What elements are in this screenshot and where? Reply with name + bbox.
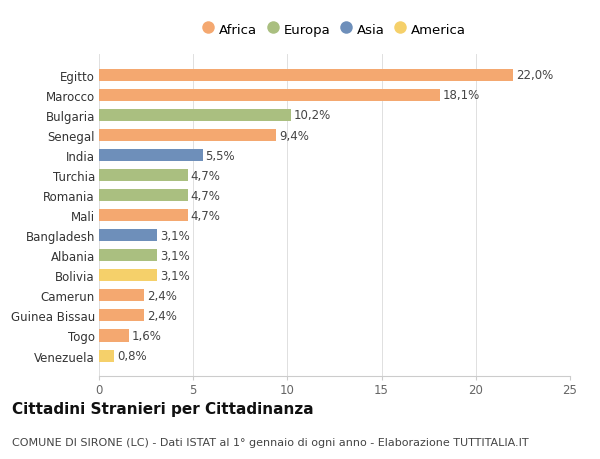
Text: 9,4%: 9,4%: [279, 129, 309, 142]
Bar: [99, 330, 129, 342]
Text: 2,4%: 2,4%: [147, 289, 177, 302]
Bar: [99, 70, 514, 82]
Text: 3,1%: 3,1%: [160, 269, 190, 282]
Text: Cittadini Stranieri per Cittadinanza: Cittadini Stranieri per Cittadinanza: [12, 401, 314, 416]
Bar: [99, 250, 157, 262]
Bar: [99, 270, 157, 282]
Text: 4,7%: 4,7%: [190, 189, 220, 202]
Legend: Africa, Europa, Asia, America: Africa, Europa, Asia, America: [203, 23, 466, 37]
Text: 2,4%: 2,4%: [147, 309, 177, 322]
Text: 3,1%: 3,1%: [160, 229, 190, 242]
Bar: [99, 310, 144, 322]
Bar: [99, 210, 188, 222]
Text: 4,7%: 4,7%: [190, 169, 220, 182]
Bar: [99, 170, 188, 182]
Text: 3,1%: 3,1%: [160, 249, 190, 262]
Bar: [99, 190, 188, 202]
Bar: [99, 290, 144, 302]
Text: 1,6%: 1,6%: [132, 329, 162, 342]
Text: 5,5%: 5,5%: [205, 149, 235, 162]
Text: COMUNE DI SIRONE (LC) - Dati ISTAT al 1° gennaio di ogni anno - Elaborazione TUT: COMUNE DI SIRONE (LC) - Dati ISTAT al 1°…: [12, 437, 529, 447]
Bar: [99, 350, 114, 362]
Text: 18,1%: 18,1%: [443, 89, 480, 102]
Bar: [99, 130, 276, 142]
Text: 22,0%: 22,0%: [517, 69, 554, 82]
Text: 10,2%: 10,2%: [294, 109, 331, 122]
Text: 4,7%: 4,7%: [190, 209, 220, 222]
Bar: [99, 110, 291, 122]
Text: 0,8%: 0,8%: [117, 349, 146, 362]
Bar: [99, 90, 440, 102]
Bar: [99, 230, 157, 242]
Bar: [99, 150, 203, 162]
